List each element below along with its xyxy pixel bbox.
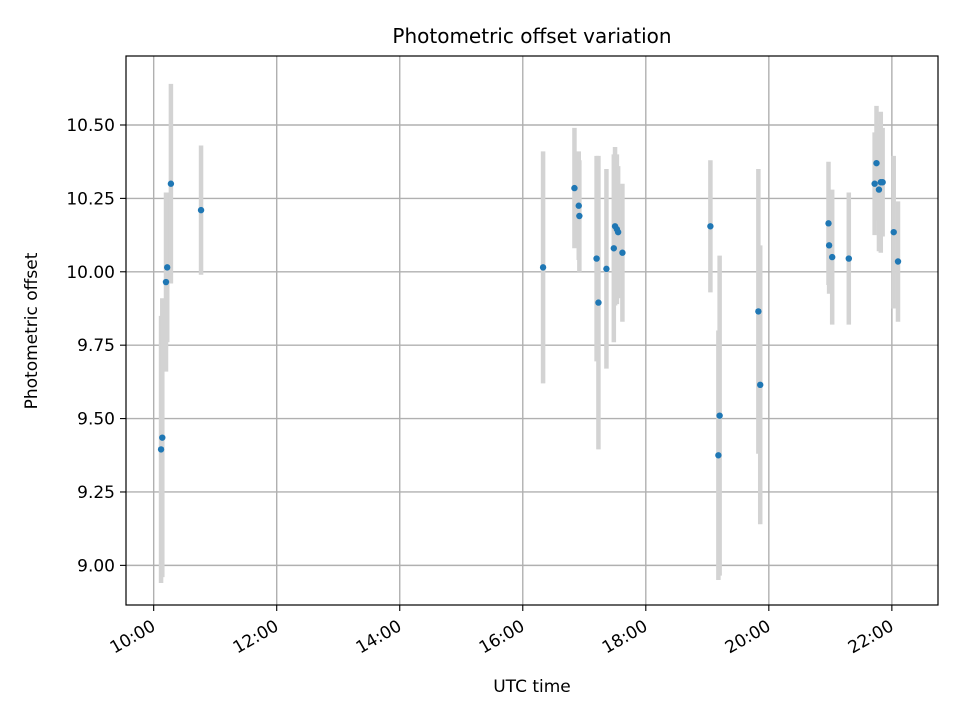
data-point bbox=[603, 265, 610, 273]
data-point bbox=[614, 228, 622, 236]
data-point bbox=[715, 452, 722, 459]
x-tick-label: 14:00 bbox=[353, 616, 405, 658]
data-point bbox=[164, 264, 171, 271]
plot-area-frame bbox=[125, 55, 939, 606]
y-tick-label: 10.50 bbox=[66, 116, 115, 136]
grid-layer bbox=[126, 56, 938, 605]
data-point bbox=[619, 249, 626, 256]
data-point-layer bbox=[157, 159, 902, 459]
y-tick-label: 9.75 bbox=[77, 336, 115, 356]
y-tick-label: 10.00 bbox=[66, 263, 115, 283]
data-point bbox=[159, 434, 166, 441]
data-point bbox=[873, 159, 880, 167]
data-point bbox=[157, 446, 165, 453]
error-bar-layer bbox=[158, 83, 901, 583]
data-point bbox=[576, 212, 583, 220]
data-point bbox=[539, 264, 547, 271]
data-point bbox=[610, 245, 618, 252]
x-tick-label: 16:00 bbox=[476, 616, 528, 658]
data-point bbox=[571, 184, 578, 192]
data-point bbox=[879, 179, 886, 186]
data-point bbox=[167, 180, 175, 187]
y-axis-label: Photometric offset bbox=[22, 252, 42, 409]
x-tick-label: 22:00 bbox=[845, 616, 897, 658]
data-point bbox=[197, 206, 205, 214]
chart-title: Photometric offset variation bbox=[392, 24, 671, 48]
y-tick-label: 9.25 bbox=[77, 483, 115, 503]
data-point bbox=[716, 412, 723, 419]
x-tick-label: 20:00 bbox=[722, 616, 774, 658]
data-point bbox=[162, 278, 170, 286]
x-tick-label: 10:00 bbox=[107, 616, 159, 658]
x-tick-label: 18:00 bbox=[599, 616, 651, 658]
y-tick-label: 9.00 bbox=[77, 556, 115, 576]
data-point bbox=[755, 308, 762, 315]
x-tick-label: 12:00 bbox=[230, 616, 282, 658]
data-point bbox=[871, 180, 878, 187]
y-tick-label: 9.50 bbox=[77, 410, 115, 430]
data-point bbox=[575, 202, 582, 209]
data-point bbox=[707, 223, 714, 230]
data-point bbox=[828, 253, 836, 261]
data-point bbox=[845, 255, 853, 262]
y-tick-label: 10.25 bbox=[66, 189, 115, 209]
data-point bbox=[757, 381, 764, 389]
data-point bbox=[595, 299, 602, 306]
data-point bbox=[593, 255, 600, 262]
data-point bbox=[875, 186, 883, 193]
data-point bbox=[825, 220, 832, 227]
data-point bbox=[890, 228, 897, 236]
data-point bbox=[894, 258, 902, 265]
tick-layer: 10:00 12:00 14:00 16:00 18:00 20:00 22:00 9.00 9… bbox=[66, 116, 897, 658]
data-point bbox=[825, 242, 833, 249]
x-axis-label: UTC time bbox=[493, 677, 571, 697]
